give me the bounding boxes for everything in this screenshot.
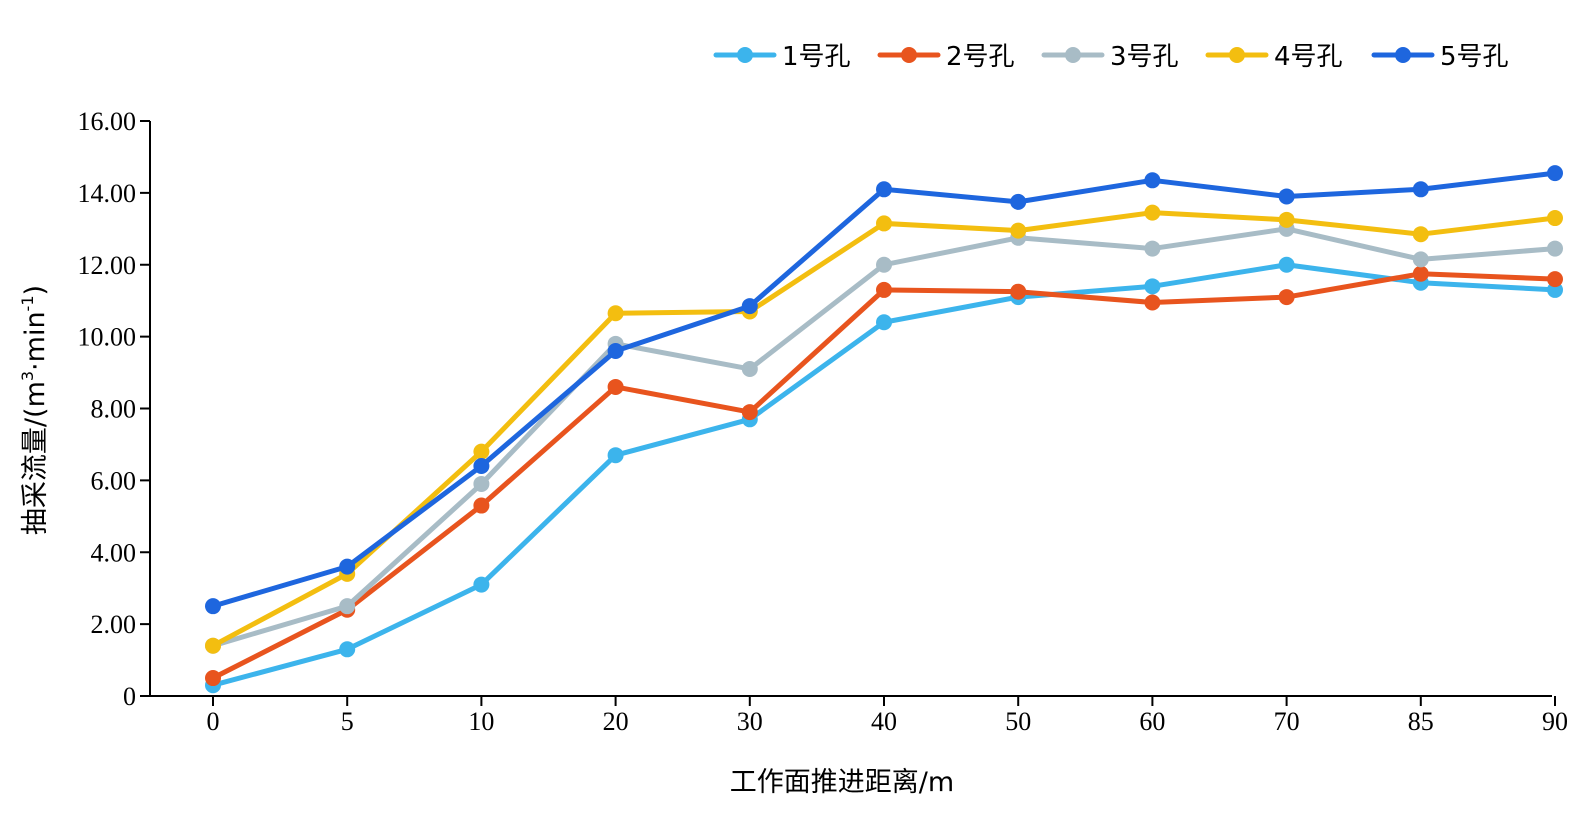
data-point bbox=[1144, 240, 1161, 257]
x-tick-label: 85 bbox=[1408, 707, 1434, 736]
x-tick-label: 5 bbox=[341, 707, 354, 736]
data-point bbox=[205, 637, 221, 654]
data-point bbox=[1547, 271, 1563, 288]
data-point bbox=[876, 215, 892, 232]
data-point bbox=[473, 475, 490, 492]
data-point bbox=[1547, 165, 1563, 182]
data-point bbox=[1278, 211, 1295, 228]
x-tick-label: 70 bbox=[1274, 707, 1300, 736]
data-point bbox=[473, 497, 490, 514]
data-point bbox=[876, 181, 892, 198]
data-point bbox=[607, 343, 624, 359]
legend-swatch-marker bbox=[1065, 47, 1081, 63]
y-axis-title-sup1: 3 bbox=[18, 371, 37, 381]
series-line bbox=[210, 170, 1558, 609]
data-point bbox=[741, 404, 758, 421]
y-axis-title-mid: ·min bbox=[20, 311, 51, 371]
data-point bbox=[1278, 188, 1295, 205]
data-point bbox=[876, 281, 892, 298]
data-point bbox=[205, 670, 221, 687]
y-tick-label: 4.00 bbox=[91, 538, 137, 567]
x-tick-label: 0 bbox=[207, 707, 220, 736]
legend-label: 3号孔 bbox=[1110, 42, 1179, 72]
legend-label: 2号孔 bbox=[946, 42, 1015, 72]
data-point bbox=[339, 558, 356, 575]
y-axis-title-end: ) bbox=[20, 285, 51, 296]
x-tick-label: 50 bbox=[1005, 707, 1031, 736]
y-tick-label: 12.00 bbox=[78, 251, 137, 280]
y-tick-label: 6.00 bbox=[91, 466, 137, 495]
data-point bbox=[1010, 193, 1027, 210]
y-axis-title-main: 抽采流量/(m bbox=[20, 381, 51, 535]
data-point bbox=[1547, 210, 1563, 227]
data-point bbox=[741, 360, 758, 377]
legend-item-1: 1号孔 bbox=[713, 42, 851, 72]
legend-label: 4号孔 bbox=[1274, 42, 1343, 72]
data-point bbox=[1278, 289, 1295, 306]
data-point bbox=[473, 458, 490, 474]
legend-item-2: 2号孔 bbox=[877, 42, 1015, 72]
y-tick-label: 16.00 bbox=[78, 107, 137, 136]
x-tick-label: 20 bbox=[603, 707, 629, 736]
legend-item-5: 5号孔 bbox=[1371, 42, 1509, 72]
data-point bbox=[1010, 283, 1027, 300]
x-tick-label: 60 bbox=[1139, 707, 1165, 736]
series-4 bbox=[205, 204, 1563, 654]
data-point bbox=[1010, 222, 1027, 239]
legend: 1号孔 2号孔 3号孔 4号孔 5号孔 bbox=[713, 42, 1509, 72]
data-point bbox=[876, 314, 892, 331]
data-point bbox=[1412, 181, 1429, 198]
series-2 bbox=[205, 265, 1563, 687]
x-tick-label: 90 bbox=[1542, 707, 1568, 736]
axes: 0 2.00 4.00 6.00 8.00 10.00 12.00 14.00 16.00 0 5 1… bbox=[78, 107, 1569, 736]
x-axis-title: 工作面推进距离/m bbox=[730, 767, 954, 798]
legend-swatch-marker bbox=[901, 47, 917, 63]
data-point bbox=[607, 305, 624, 322]
data-point bbox=[876, 256, 892, 273]
y-tick-label: 0 bbox=[123, 682, 136, 711]
data-point bbox=[1412, 265, 1429, 282]
data-point bbox=[1144, 294, 1161, 311]
data-point bbox=[1144, 204, 1161, 221]
x-tick-label: 10 bbox=[468, 707, 494, 736]
x-tick-label: 40 bbox=[871, 707, 897, 736]
data-point bbox=[339, 641, 356, 658]
data-point bbox=[1412, 226, 1429, 243]
legend-item-4: 4号孔 bbox=[1205, 42, 1343, 72]
data-point bbox=[607, 447, 624, 464]
legend-swatch-marker bbox=[1395, 47, 1411, 63]
series-line bbox=[210, 210, 1558, 649]
data-point bbox=[339, 598, 356, 615]
data-point bbox=[473, 443, 490, 460]
data-point bbox=[473, 576, 490, 593]
data-point bbox=[1412, 251, 1429, 268]
legend-swatch-marker bbox=[1229, 47, 1245, 63]
legend-label: 5号孔 bbox=[1440, 42, 1509, 72]
data-point bbox=[1278, 256, 1295, 273]
series-1 bbox=[205, 256, 1563, 694]
legend-swatch-marker bbox=[737, 47, 753, 63]
data-point bbox=[1144, 172, 1161, 189]
y-tick-label: 14.00 bbox=[78, 179, 137, 208]
data-point bbox=[1144, 278, 1161, 295]
series-5 bbox=[205, 165, 1563, 615]
series-3 bbox=[205, 220, 1563, 654]
y-axis-title: 抽采流量/(m3·min-1) bbox=[18, 285, 51, 535]
series-layer bbox=[205, 165, 1563, 694]
legend-label: 1号孔 bbox=[782, 42, 851, 72]
data-point bbox=[205, 598, 221, 615]
data-point bbox=[741, 298, 758, 315]
data-point bbox=[1547, 240, 1563, 257]
data-point bbox=[607, 378, 624, 395]
y-tick-label: 8.00 bbox=[91, 395, 137, 424]
legend-item-3: 3号孔 bbox=[1041, 42, 1179, 72]
y-tick-label: 2.00 bbox=[91, 610, 137, 639]
x-tick-label: 30 bbox=[737, 707, 763, 736]
y-axis-title-sup2: -1 bbox=[18, 295, 37, 311]
y-tick-label: 10.00 bbox=[78, 323, 137, 352]
